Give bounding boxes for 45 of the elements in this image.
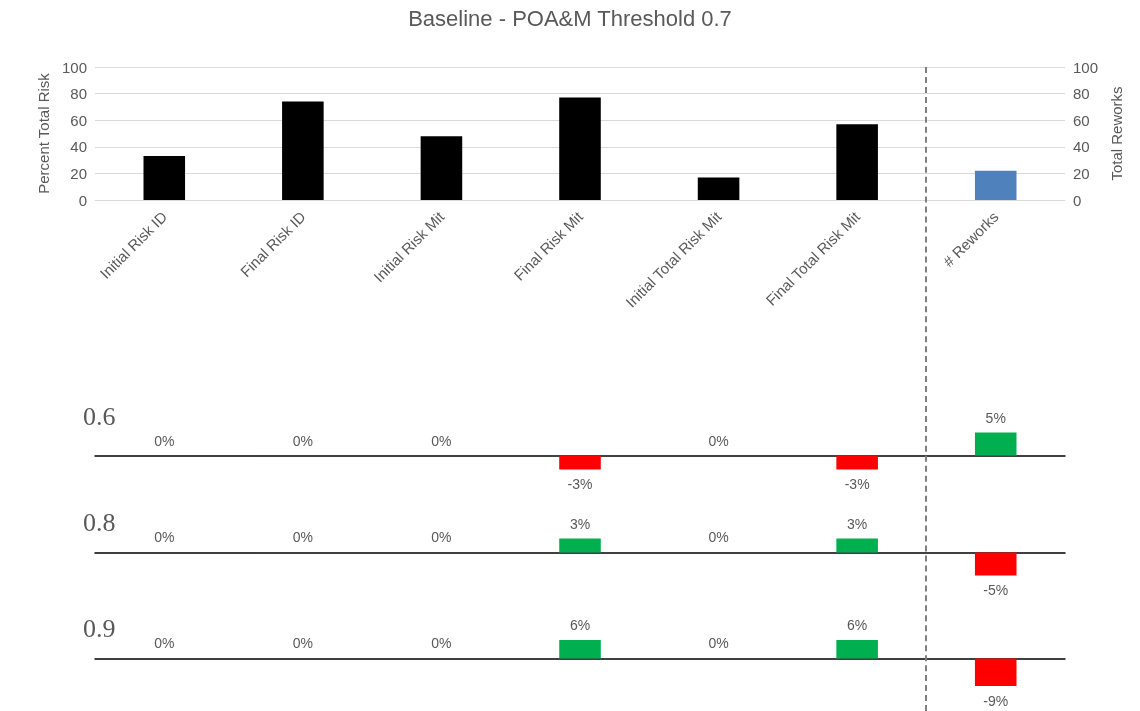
bar <box>143 156 186 200</box>
data-label: -3% <box>844 476 870 493</box>
data-label: -3% <box>567 476 593 493</box>
bar <box>420 136 463 200</box>
chart-title: 0.8 <box>83 507 116 537</box>
y2-tick-label: 0 <box>1073 191 1082 209</box>
data-label: 0% <box>431 432 452 449</box>
bar <box>836 124 878 200</box>
y-tick-label: 0 <box>78 191 87 209</box>
data-label: 0% <box>708 432 729 449</box>
y-tick-label: 40 <box>70 138 87 156</box>
data-label: 3% <box>847 515 868 532</box>
y2-tick-label: 100 <box>1073 58 1099 76</box>
data-label: 0% <box>431 635 452 652</box>
y2-tick-label: 20 <box>1073 164 1090 182</box>
data-label: 6% <box>569 617 591 633</box>
data-label: 0% <box>431 529 452 546</box>
data-label: 0% <box>154 635 175 652</box>
data-label: 0% <box>292 529 313 546</box>
data-label: 0% <box>292 635 313 652</box>
bar <box>697 177 740 200</box>
chart-title: Baseline - POA&M Threshold 0.7 <box>408 5 732 31</box>
data-label: 0% <box>708 529 729 546</box>
data-label: 5% <box>985 409 1006 426</box>
chart-title: 0.6 <box>83 401 116 431</box>
data-label: 6% <box>847 617 868 633</box>
data-label: 0% <box>154 432 175 449</box>
y2-tick-label: 60 <box>1073 111 1090 129</box>
data-label: 3% <box>569 515 591 532</box>
data-label: -5% <box>983 582 1009 599</box>
y-tick-label: 60 <box>70 111 87 129</box>
y2-axis-title: Total Reworks <box>1107 86 1125 181</box>
y2-tick-label: 80 <box>1073 85 1090 103</box>
data-label: 0% <box>708 635 729 652</box>
bar <box>559 97 601 200</box>
chart-title: 0.9 <box>83 613 116 643</box>
data-label: -9% <box>983 693 1009 709</box>
data-label: 0% <box>154 529 175 546</box>
y-tick-label: 100 <box>61 58 87 76</box>
bar <box>282 101 324 200</box>
y2-tick-label: 40 <box>1073 138 1090 156</box>
y-tick-label: 80 <box>70 85 87 103</box>
y-tick-label: 20 <box>70 164 87 182</box>
data-label: 0% <box>292 432 313 449</box>
y-axis-title: Percent Total Risk <box>35 72 53 194</box>
